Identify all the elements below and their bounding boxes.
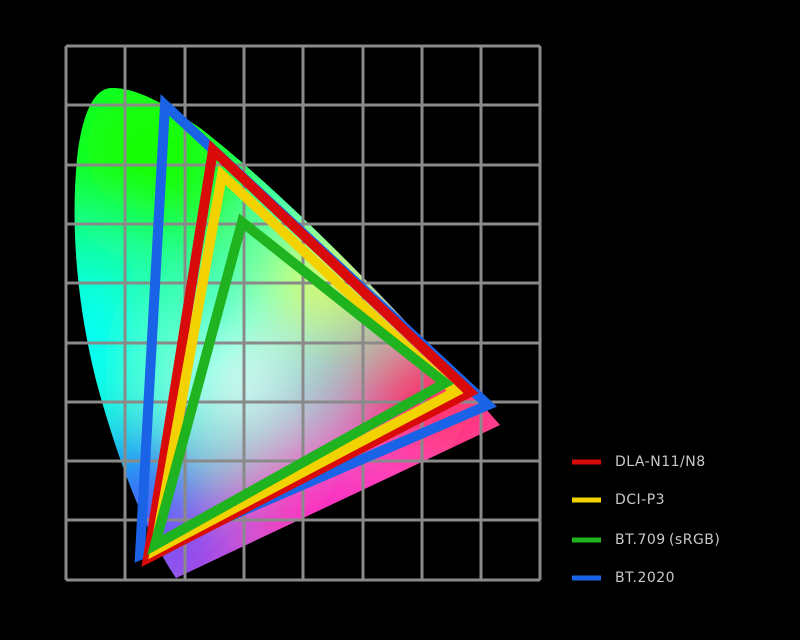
gamut-triangle xyxy=(147,213,454,556)
gamut-triangle xyxy=(148,165,464,560)
gamut-triangles xyxy=(134,94,498,567)
legend-label: DCI-P3 xyxy=(615,492,665,508)
legend-label: BT.2020 xyxy=(615,570,675,586)
legend-label: DLA-N11/N8 xyxy=(615,454,706,470)
gamut-triangle xyxy=(141,139,479,567)
legend: DLA-N11/N8 DCI-P3 BT.709 (sRGB) BT.2020 xyxy=(572,454,720,586)
legend-label: BT.709 (sRGB) xyxy=(615,532,720,548)
